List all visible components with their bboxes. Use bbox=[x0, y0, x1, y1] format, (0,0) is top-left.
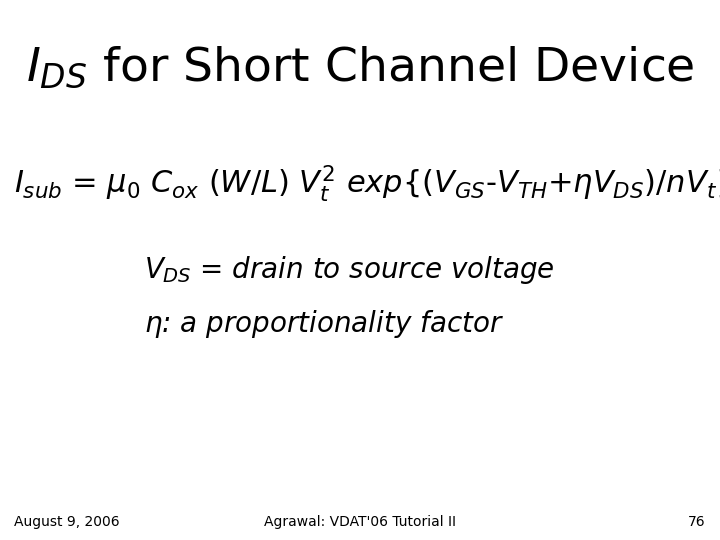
Text: $\mathit{V}_{\mathit{DS}}$ = drain to source voltage: $\mathit{V}_{\mathit{DS}}$ = drain to so… bbox=[144, 254, 555, 286]
Text: $\mathit{I}_{\mathit{DS}}$ for Short Channel Device: $\mathit{I}_{\mathit{DS}}$ for Short Cha… bbox=[26, 45, 694, 90]
Text: $\mathit{I}_{\mathit{sub}}$ = $\mu_{\mathrm{0}}$ $\mathit{C}_{\mathit{ox}}$ $(\m: $\mathit{I}_{\mathit{sub}}$ = $\mu_{\mat… bbox=[14, 163, 720, 204]
Text: Agrawal: VDAT'06 Tutorial II: Agrawal: VDAT'06 Tutorial II bbox=[264, 515, 456, 529]
Text: 76: 76 bbox=[688, 515, 706, 529]
Text: August 9, 2006: August 9, 2006 bbox=[14, 515, 120, 529]
Text: $\mathit{\eta}$: a proportionality factor: $\mathit{\eta}$: a proportionality facto… bbox=[144, 308, 504, 340]
